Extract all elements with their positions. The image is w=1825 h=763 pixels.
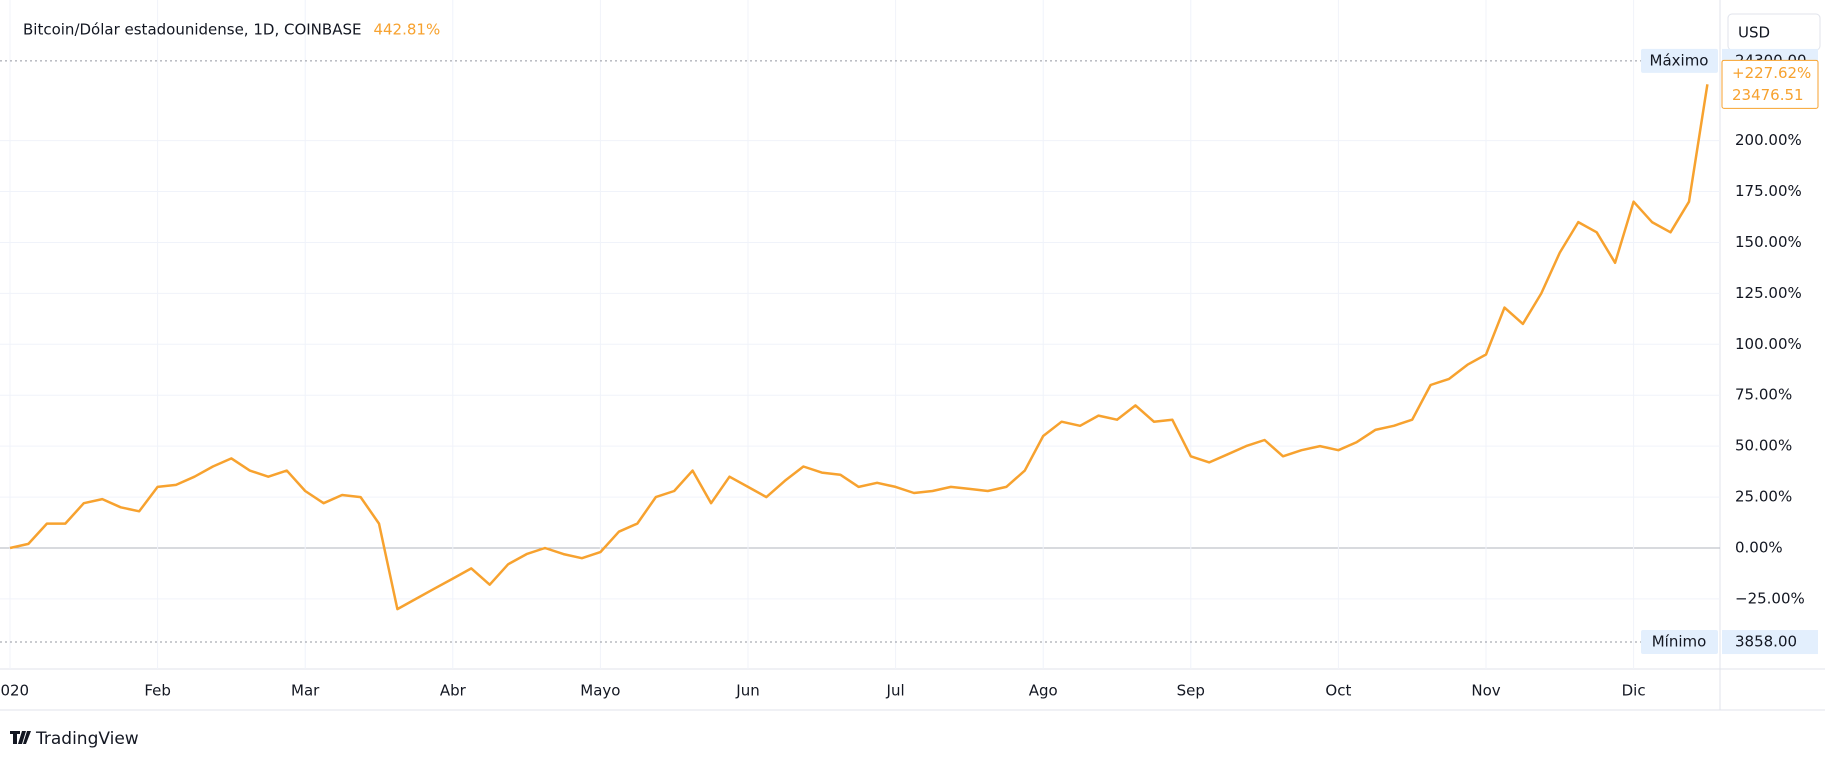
- x-tick-label: Dic: [1622, 682, 1646, 700]
- price-line: [9, 84, 1709, 611]
- x-tick-label: Feb: [144, 682, 171, 700]
- y-tick-label: 200.00%: [1735, 131, 1802, 149]
- y-tick-label: 175.00%: [1735, 182, 1802, 200]
- x-tick-label: Mayo: [580, 682, 620, 700]
- currency-label[interactable]: USD: [1738, 24, 1770, 42]
- last-value-price: 23476.51: [1732, 86, 1804, 104]
- x-tick-label: Jul: [886, 682, 905, 700]
- level-tag: [1641, 48, 1718, 73]
- y-tick-label: 150.00%: [1735, 233, 1802, 251]
- x-tick-label: Ago: [1029, 682, 1058, 700]
- level-price: 3858.00: [1735, 633, 1797, 651]
- level-price-tag: [1722, 630, 1818, 655]
- y-tick-label: −25.00%: [1735, 589, 1805, 607]
- level-tag: [1641, 630, 1718, 655]
- brand-name: TradingView: [35, 729, 139, 749]
- x-tick-label: Abr: [440, 682, 467, 700]
- x-tick-label: Jun: [735, 682, 759, 700]
- x-tick-label: 2020: [0, 682, 29, 700]
- last-value-tag: [1721, 59, 1819, 109]
- x-tick-label: Nov: [1471, 682, 1500, 700]
- y-tick-label: 100.00%: [1735, 335, 1802, 353]
- x-tick-label: Sep: [1177, 682, 1205, 700]
- y-tick-label: 125.00%: [1735, 284, 1802, 302]
- x-tick-label: Oct: [1325, 682, 1351, 700]
- y-tick-label: 25.00%: [1735, 488, 1792, 506]
- y-tick-label: 75.00%: [1735, 386, 1792, 404]
- last-value-percent: +227.62%: [1732, 64, 1811, 82]
- level-name: Máximo: [1650, 51, 1709, 69]
- x-tick-label: Mar: [291, 682, 320, 700]
- change-label: 442.81%: [373, 21, 440, 39]
- level-name: Mínimo: [1652, 633, 1707, 651]
- logo-icon: [10, 731, 31, 744]
- brand-logo: TradingView: [10, 729, 139, 749]
- y-tick-label: 50.00%: [1735, 437, 1792, 455]
- chart-title: Bitcoin/Dólar estadounidense, 1D, COINBA…: [23, 21, 361, 39]
- y-tick-label: 0.00%: [1735, 539, 1783, 557]
